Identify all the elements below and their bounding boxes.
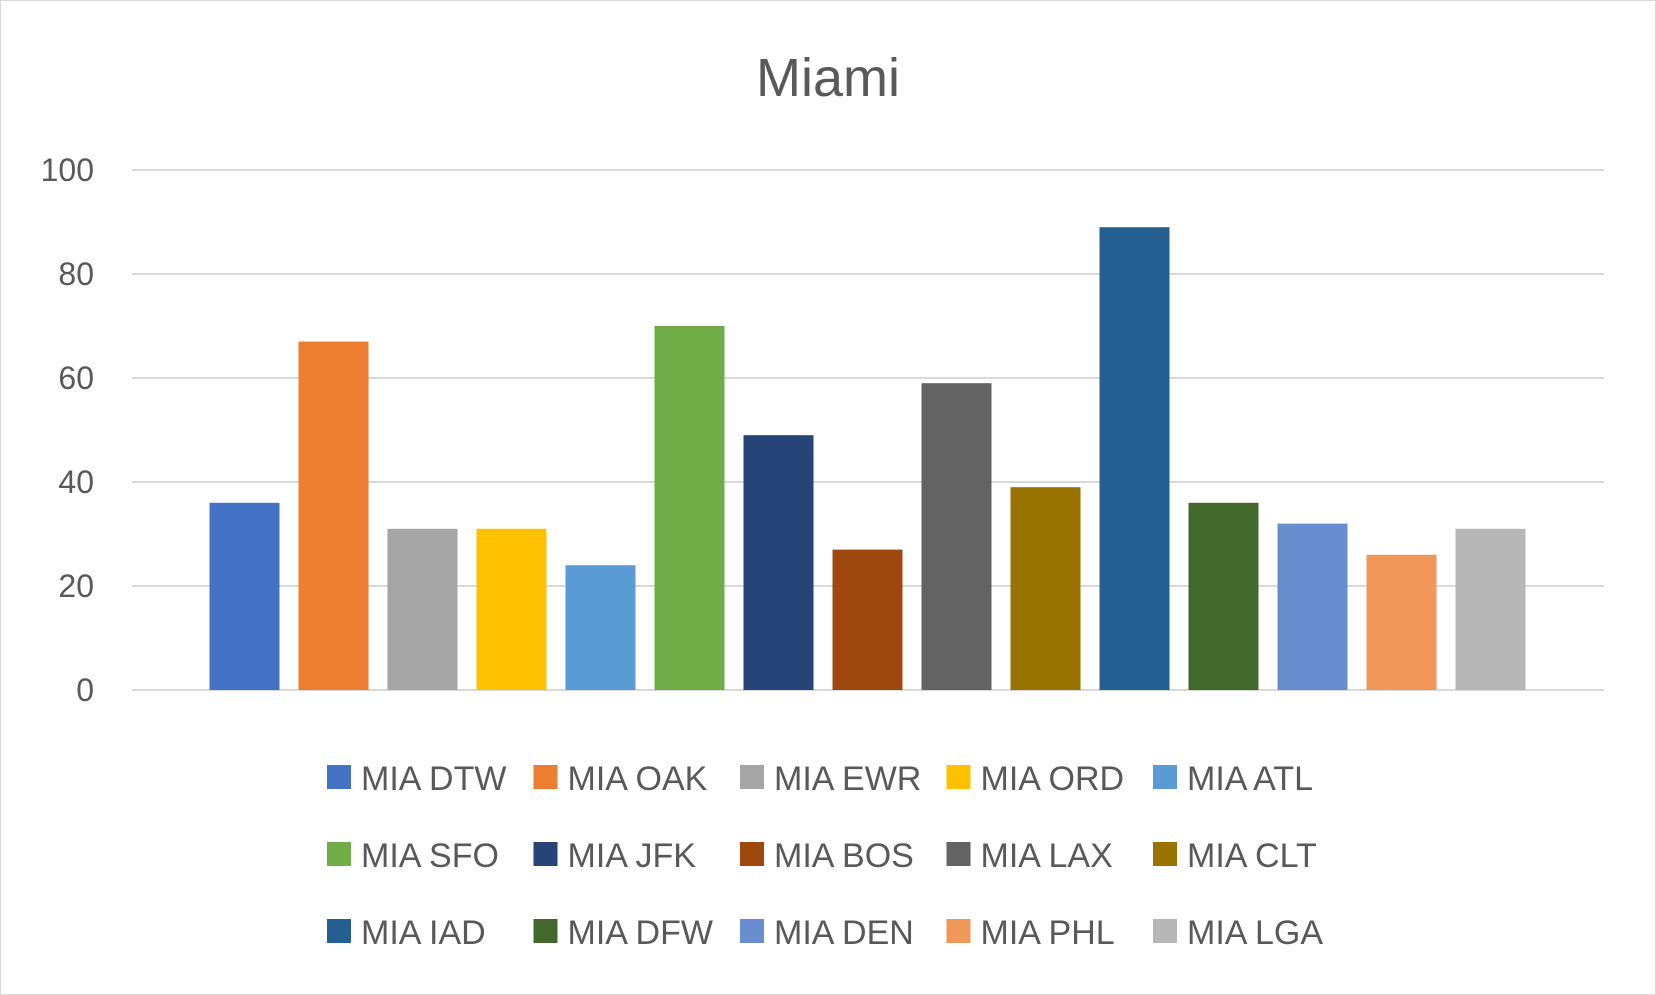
legend-item: MIA SFO [327, 837, 499, 875]
legend-label: MIA LAX [981, 837, 1113, 875]
legend-swatch [327, 765, 351, 789]
bar-mia-clt [1010, 487, 1081, 690]
bar-mia-lga [1455, 528, 1526, 690]
legend-swatch [1153, 842, 1177, 866]
y-tick-label: 20 [58, 568, 94, 604]
legend-label: MIA DFW [568, 914, 713, 952]
legend-item: MIA EWR [740, 760, 921, 798]
y-axis-ticks: 0 20 40 60 80 100 [41, 152, 94, 708]
legend-item: MIA LAX [946, 837, 1113, 875]
chart-title: Miami [756, 48, 900, 108]
y-tick-label: 100 [41, 152, 94, 188]
legend-swatch [1153, 765, 1177, 789]
legend-item: MIA DEN [740, 914, 914, 952]
legend-item: MIA PHL [946, 914, 1115, 952]
bar-mia-dfw [1188, 502, 1259, 690]
bar-mia-phl [1366, 554, 1437, 690]
bar-mia-ewr [387, 528, 458, 690]
bar-mia-lax [921, 383, 992, 690]
bar-mia-sfo [654, 326, 725, 690]
legend-label: MIA LGA [1187, 914, 1323, 952]
legend-label: MIA OAK [568, 760, 708, 798]
bar-mia-atl [565, 565, 636, 690]
legend-swatch [533, 765, 558, 789]
legend-swatch [1153, 919, 1177, 943]
legend-label: MIA BOS [774, 837, 914, 875]
legend-swatch [327, 842, 351, 866]
bar-mia-den [1277, 523, 1348, 690]
legend-label: MIA DEN [774, 914, 914, 952]
bar-mia-iad [1099, 227, 1170, 690]
y-tick-label: 40 [58, 464, 94, 500]
legend-label: MIA ATL [1187, 760, 1313, 798]
legend-swatch [946, 765, 971, 789]
legend-label: MIA IAD [361, 914, 486, 952]
bars [209, 227, 1526, 690]
legend-item: MIA OAK [533, 760, 708, 798]
legend-swatch [533, 919, 558, 943]
legend-swatch [946, 919, 971, 943]
gridlines [132, 169, 1604, 691]
legend-label: MIA PHL [981, 914, 1115, 952]
legend-label: MIA CLT [1187, 837, 1317, 875]
legend-item: MIA DFW [533, 914, 713, 952]
legend-label: MIA SFO [361, 837, 499, 875]
legend-item: MIA BOS [740, 837, 914, 875]
legend-label: MIA DTW [361, 760, 506, 798]
legend-item: MIA CLT [1153, 837, 1317, 875]
legend-label: MIA EWR [774, 760, 921, 798]
bar-mia-oak [298, 341, 369, 690]
legend-label: MIA ORD [981, 760, 1125, 798]
legend-item: MIA ATL [1153, 760, 1313, 798]
legend-swatch [946, 842, 971, 866]
bar-mia-ord [476, 528, 547, 690]
legend-item: MIA JFK [533, 837, 697, 875]
bar-mia-dtw [209, 502, 280, 690]
legend-swatch [740, 765, 764, 789]
legend-swatch [740, 919, 764, 943]
legend: MIA DTW MIA OAK MIA EWR MIA ORD MIA ATL MIA S… [327, 760, 1323, 952]
y-tick-label: 60 [58, 360, 94, 396]
bar-mia-jfk [743, 435, 814, 690]
bar-mia-bos [832, 549, 903, 690]
legend-item: MIA ORD [946, 760, 1125, 798]
y-tick-label: 0 [76, 672, 94, 708]
legend-swatch [740, 842, 764, 866]
legend-label: MIA JFK [568, 837, 697, 875]
legend-item: MIA IAD [327, 914, 486, 952]
y-tick-label: 80 [58, 256, 94, 292]
legend-item: MIA DTW [327, 760, 506, 798]
legend-swatch [327, 919, 351, 943]
legend-item: MIA LGA [1153, 914, 1323, 952]
legend-swatch [533, 842, 558, 866]
